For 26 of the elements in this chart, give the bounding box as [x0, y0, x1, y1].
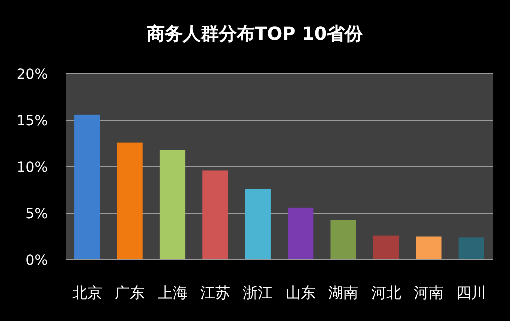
x-tick-label: 湖南	[328, 284, 359, 302]
bar	[160, 150, 186, 260]
bar	[202, 170, 228, 260]
y-tick-label: 0%	[26, 253, 48, 269]
y-tick-label: 20%	[16, 67, 48, 83]
y-tick-label: 10%	[16, 160, 48, 176]
chart-title: 商务人群分布TOP 10省份	[146, 24, 364, 45]
y-tick-label: 5%	[26, 206, 48, 222]
x-tick-label: 广东	[115, 284, 146, 302]
x-tick-label: 四川	[456, 284, 487, 302]
x-tick-label: 江苏	[200, 284, 230, 302]
bar	[245, 189, 271, 260]
y-tick-label: 15%	[16, 114, 48, 130]
bar	[288, 208, 314, 260]
x-tick-label: 山东	[286, 284, 316, 302]
x-tick-label: 河北	[371, 284, 402, 302]
bar	[373, 236, 400, 260]
bar	[330, 220, 356, 260]
x-tick-label: 上海	[158, 284, 188, 302]
bar	[458, 238, 484, 260]
x-tick-label: 北京	[72, 284, 102, 302]
bar	[416, 236, 442, 260]
bar	[74, 114, 100, 260]
x-tick-label: 河南	[414, 284, 444, 302]
x-tick-label: 浙江	[243, 284, 274, 302]
bar	[117, 142, 143, 260]
